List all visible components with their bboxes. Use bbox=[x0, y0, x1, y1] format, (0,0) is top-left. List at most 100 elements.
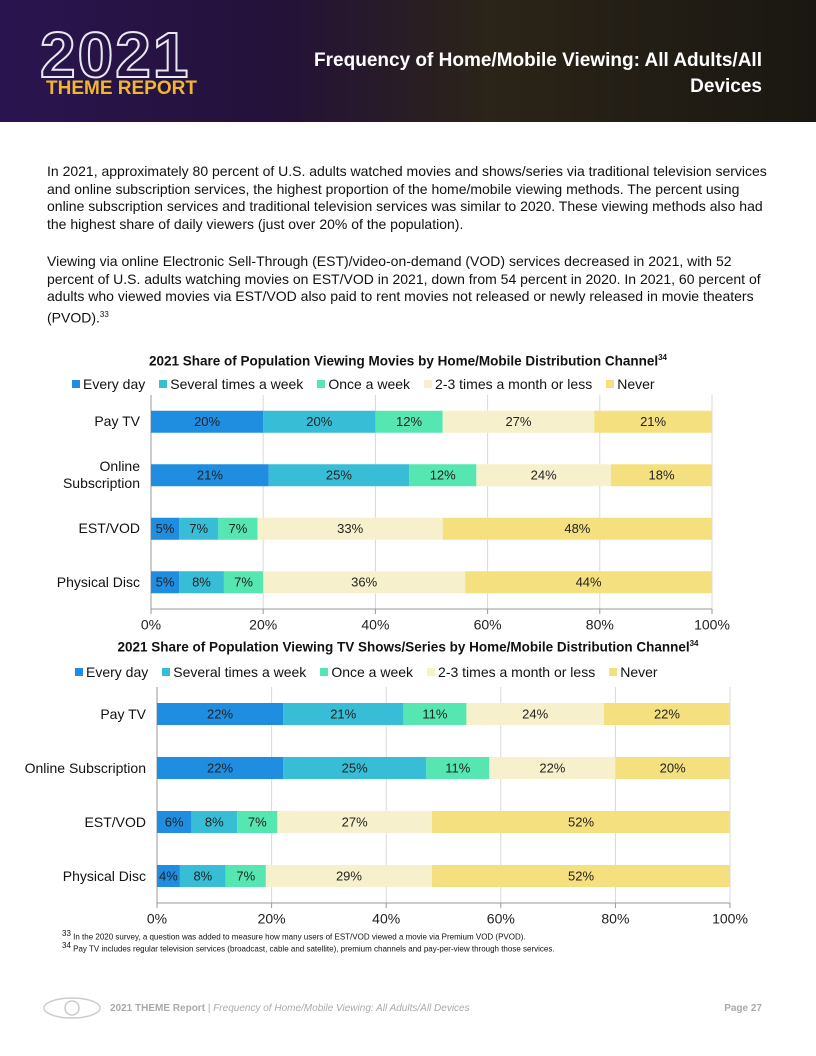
category-label: EST/VOD bbox=[84, 813, 146, 830]
value-label: 52% bbox=[568, 868, 594, 883]
chart-title-ref: 34 bbox=[658, 353, 667, 362]
category-label: Online Subscription bbox=[24, 759, 146, 776]
footer-logo bbox=[43, 997, 101, 1019]
chart-title-ref: 34 bbox=[689, 639, 699, 648]
bar-segment bbox=[263, 571, 466, 594]
value-label: 6% bbox=[165, 814, 184, 829]
paragraph-text: Viewing via online Electronic Sell-Throu… bbox=[47, 253, 761, 326]
value-label: 21% bbox=[640, 414, 666, 429]
legend-item: Never bbox=[609, 664, 658, 680]
category-label: EST/VOD bbox=[78, 520, 140, 537]
value-label: 44% bbox=[576, 575, 602, 590]
bar-segment bbox=[465, 571, 712, 594]
x-tick-label: 60% bbox=[487, 911, 515, 927]
x-tick-label: 20% bbox=[249, 617, 277, 633]
bar-segment bbox=[157, 811, 192, 833]
legend-swatch bbox=[424, 380, 433, 388]
x-tick-label: 60% bbox=[474, 617, 502, 633]
bar-segment bbox=[179, 865, 226, 887]
footer-section: Frequency of Home/Mobile Viewing: All Ad… bbox=[213, 1003, 470, 1014]
legend-label: Once a week bbox=[328, 376, 411, 392]
bar-segment bbox=[268, 464, 410, 487]
bar-segment bbox=[179, 571, 224, 594]
bar-segment bbox=[489, 757, 616, 779]
x-tick-label: 100% bbox=[694, 617, 730, 633]
x-tick-label: 100% bbox=[712, 911, 748, 927]
value-label: 22% bbox=[207, 760, 233, 775]
value-label: 22% bbox=[654, 706, 680, 721]
bar-segment bbox=[466, 703, 604, 725]
legend-label: Every day bbox=[86, 664, 149, 680]
category-label: Pay TV bbox=[94, 413, 140, 430]
value-label: 20% bbox=[306, 414, 332, 429]
bar-segment bbox=[257, 517, 443, 540]
bar-segment bbox=[283, 757, 427, 779]
bar-segment bbox=[375, 410, 443, 433]
x-tick-label: 80% bbox=[601, 911, 629, 927]
value-label: 21% bbox=[330, 706, 356, 721]
footnote-text: Pay TV includes regular television servi… bbox=[73, 944, 555, 954]
legend-swatch bbox=[159, 380, 168, 388]
bar-segment bbox=[218, 517, 258, 540]
legend-swatch bbox=[162, 668, 171, 676]
footnote: 33 In the 2020 survey, a question was ad… bbox=[62, 929, 526, 942]
value-label: 7% bbox=[229, 521, 248, 536]
footnote-ref: 33 bbox=[99, 309, 109, 319]
value-label: 11% bbox=[422, 706, 447, 721]
legend-swatch bbox=[317, 380, 326, 388]
bar-segment bbox=[151, 464, 269, 487]
x-tick-label: 0% bbox=[141, 617, 161, 633]
chart-title-text: 2021 Share of Population Viewing TV Show… bbox=[117, 639, 690, 655]
bar-segment bbox=[603, 703, 730, 725]
bar-segment bbox=[265, 865, 433, 887]
value-label: 36% bbox=[351, 575, 377, 590]
x-tick-label: 20% bbox=[258, 911, 286, 927]
value-label: 7% bbox=[189, 521, 208, 536]
value-label: 27% bbox=[505, 414, 531, 429]
bar-segment bbox=[615, 757, 730, 779]
legend-swatch bbox=[427, 668, 436, 676]
paragraph-text: In 2021, approximately 80 percent of U.S… bbox=[47, 163, 767, 232]
bar-segment bbox=[426, 757, 490, 779]
legend-swatch bbox=[609, 668, 618, 676]
chart-title-text: 2021 Share of Population Viewing Movies … bbox=[149, 353, 659, 369]
value-label: 12% bbox=[396, 414, 422, 429]
value-label: 52% bbox=[568, 814, 594, 829]
legend: Every day Several times a week Once a week… bbox=[75, 664, 658, 680]
bar-segment bbox=[151, 517, 180, 540]
legend-item: 2-3 times a month or less bbox=[424, 376, 592, 392]
legend-item: Never bbox=[606, 376, 655, 392]
value-label: 25% bbox=[342, 760, 368, 775]
x-tick-label: 40% bbox=[372, 911, 400, 927]
value-label: 5% bbox=[156, 575, 175, 590]
logo-sub: THEME REPORT bbox=[46, 78, 197, 99]
value-label: 7% bbox=[234, 575, 253, 590]
value-label: 22% bbox=[207, 706, 233, 721]
value-label: 8% bbox=[192, 575, 211, 590]
bar-segment bbox=[157, 703, 284, 725]
footnote-text: In the 2020 survey, a question was added… bbox=[73, 932, 526, 942]
value-label: 29% bbox=[336, 868, 362, 883]
value-label: 11% bbox=[445, 760, 470, 775]
paragraph: Viewing via online Electronic Sell-Throu… bbox=[47, 253, 769, 327]
legend-label: 2-3 times a month or less bbox=[438, 664, 596, 680]
x-tick-label: 80% bbox=[586, 617, 614, 633]
value-label: 18% bbox=[648, 468, 674, 483]
footnote-mark: 33 bbox=[62, 929, 71, 938]
bar-segment bbox=[476, 464, 612, 487]
bar-segment bbox=[151, 571, 180, 594]
legend-item: Several times a week bbox=[162, 664, 306, 680]
bar-segment bbox=[179, 517, 219, 540]
legend-swatch bbox=[75, 668, 83, 676]
footer-separator: | bbox=[207, 1003, 211, 1014]
legend: Every day Several times a week Once a week… bbox=[72, 376, 655, 392]
bar-segment bbox=[151, 410, 264, 433]
value-label: 25% bbox=[326, 468, 352, 483]
bar-segment bbox=[432, 811, 730, 833]
legend-swatch bbox=[72, 380, 80, 388]
category-label: Physical Disc bbox=[62, 867, 146, 884]
logo-year: 2021 bbox=[39, 18, 191, 92]
legend-label: Once a week bbox=[331, 664, 414, 680]
